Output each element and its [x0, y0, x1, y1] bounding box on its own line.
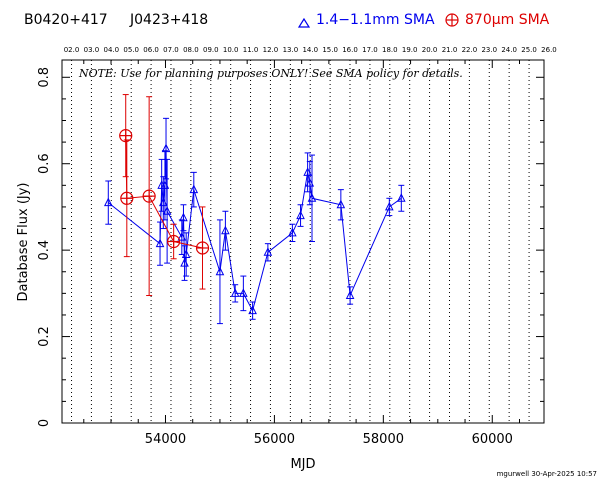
- data-point: [385, 201, 394, 211]
- legend-blue-label: 1.4−1.1mm SMA: [316, 12, 435, 28]
- y-tick-label: 0.6: [37, 153, 52, 174]
- series-870um: [119, 94, 210, 297]
- y-tick-label: 0.4: [37, 240, 52, 261]
- data-point: [345, 290, 355, 300]
- data-point: [221, 225, 230, 235]
- top-year-label: 23.0: [481, 46, 497, 54]
- data-point: [307, 193, 317, 202]
- data-point: [215, 266, 225, 276]
- data-point: [155, 238, 165, 248]
- top-year-label: 10.0: [223, 46, 239, 54]
- top-year-label: 17.0: [362, 46, 378, 54]
- credit-stamp: mgurwell 30-Apr-2025 10:57: [497, 470, 597, 478]
- x-axis-label: MJD: [290, 457, 315, 472]
- top-year-label: 07.0: [163, 46, 179, 54]
- y-tick-label: 0.2: [37, 326, 52, 347]
- x-tick-label: 56000: [254, 432, 295, 447]
- top-year-label: 05.0: [123, 46, 139, 54]
- data-point: [248, 305, 257, 315]
- alt-source-name: J0423+418: [129, 12, 208, 28]
- legend-blue: 1.4−1.1mm SMA: [297, 12, 435, 28]
- data-point: [161, 143, 171, 153]
- top-year-label: 02.0: [64, 46, 80, 54]
- data-point: [179, 212, 188, 222]
- year-gridlines: [71, 60, 530, 423]
- data-point: [177, 232, 187, 241]
- source-name: B0420+417: [24, 12, 108, 28]
- top-year-label: 24.0: [501, 46, 517, 54]
- series-line: [107, 148, 402, 312]
- top-year-label: 21.0: [442, 46, 458, 54]
- top-year-label: 20.0: [422, 46, 438, 54]
- top-year-label: 03.0: [84, 46, 100, 54]
- top-year-label: 06.0: [143, 46, 159, 54]
- top-year-label: 12.0: [263, 46, 279, 54]
- top-year-label: 26.0: [541, 46, 557, 54]
- x-axis: 54000 56000 58000 60000: [83, 60, 520, 447]
- data-point: [181, 249, 191, 258]
- top-year-label: 25.0: [521, 46, 537, 54]
- y-axis-label: Database Flux (Jy): [16, 183, 31, 302]
- top-year-label: 09.0: [203, 46, 219, 54]
- data-point: [230, 288, 240, 297]
- top-year-label: 08.0: [183, 46, 199, 54]
- top-year-label: 13.0: [283, 46, 299, 54]
- plot-frame: [61, 59, 545, 424]
- top-year-label: 14.0: [302, 46, 318, 54]
- data-point: [239, 288, 248, 297]
- top-year-label: 11.0: [243, 46, 259, 54]
- y-axis: 0 0.2 0.4 0.6 0.8: [37, 67, 544, 427]
- data-point: [288, 227, 297, 237]
- top-year-label: 22.0: [462, 46, 478, 54]
- top-year-label: 16.0: [342, 46, 358, 54]
- y-tick-label: 0: [37, 419, 52, 427]
- data-point: [336, 199, 346, 209]
- top-year-label: 04.0: [103, 46, 119, 54]
- data-point: [162, 206, 172, 215]
- data-point: [263, 247, 273, 256]
- legend-triangle-icon: [297, 17, 311, 28]
- data-series: [103, 94, 406, 325]
- series-1.4-1.1mm: [103, 117, 406, 325]
- x-tick-label: 58000: [363, 432, 404, 447]
- y-tick-label: 0.8: [37, 67, 52, 88]
- top-year-label: 18.0: [382, 46, 398, 54]
- legend-red-label: 870μm SMA: [465, 12, 550, 28]
- legend-red: 870μm SMA: [445, 12, 550, 28]
- top-year-label: 15.0: [322, 46, 338, 54]
- top-year-label: 19.0: [402, 46, 418, 54]
- planning-note: NOTE: Use for planning purposes ONLY! Se…: [78, 67, 463, 80]
- x-tick-label: 60000: [472, 432, 513, 447]
- top-year-axis: 02.0 03.0 04.0 05.0 06.0 07.0 08.0 09.0 10.0 11.0…: [64, 46, 557, 54]
- data-point: [296, 210, 305, 220]
- data-point: [396, 193, 406, 202]
- x-tick-label: 54000: [145, 432, 186, 447]
- data-point: [189, 184, 199, 194]
- data-point: [103, 197, 113, 207]
